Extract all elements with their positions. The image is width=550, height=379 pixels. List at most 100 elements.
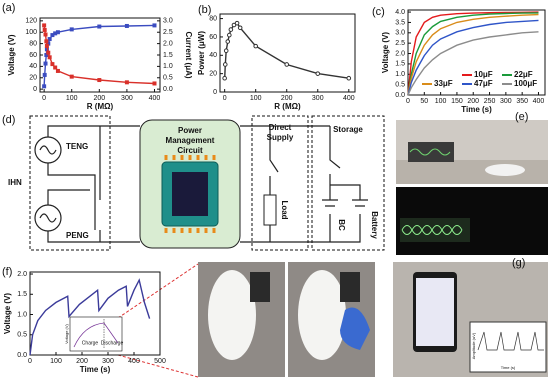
x-axis-title: Time (s) — [80, 365, 111, 374]
ihn-box — [29, 115, 111, 251]
y-tick-label: 100 — [25, 29, 37, 36]
wires — [47, 125, 140, 243]
bc-label: BC — [337, 219, 346, 231]
data-point — [47, 37, 52, 42]
inset-curve — [73, 322, 119, 348]
y-tick-label: 0.5 — [17, 332, 27, 339]
x-tick-label: 350 — [516, 98, 528, 105]
y-axis-title: Voltage (V) — [3, 293, 12, 335]
data-point — [50, 33, 55, 38]
y-tick-label: 3.0 — [395, 30, 405, 37]
y-tick-label: 120 — [25, 18, 37, 25]
data-point — [69, 27, 74, 32]
data-point — [222, 62, 228, 67]
panel-label: (f) — [2, 266, 12, 278]
data-point — [42, 27, 47, 32]
plot-frame — [407, 9, 546, 96]
y-tick-label: 1.0 — [17, 311, 27, 318]
inset-plot — [469, 321, 547, 373]
photo-screen — [400, 218, 470, 242]
source-wave — [39, 213, 57, 223]
data-point — [253, 43, 258, 49]
photo-wave — [401, 225, 463, 235]
photo-floor — [396, 160, 548, 184]
legend-label: 47μF — [474, 79, 493, 88]
y-tick-label: 0.5 — [395, 81, 405, 88]
y-tick-label: 0.0 — [17, 352, 27, 359]
x-tick-label: 100 — [435, 98, 447, 105]
data-point — [44, 39, 49, 44]
x-tick-label: 50 — [420, 98, 428, 105]
circuit-diagram: (d) IHN TENG PENG Power Management Circu… — [2, 114, 385, 251]
photo-oscilloscope — [408, 142, 454, 162]
y-tick-label: 2.5 — [395, 40, 405, 47]
data-line — [43, 24, 155, 87]
direct-supply-label: Direct — [269, 123, 292, 132]
data-line — [224, 22, 349, 79]
y-tick-label: 40 — [29, 63, 37, 70]
photo-phone-screen — [416, 278, 454, 346]
x-tick-label: 0 — [28, 358, 32, 365]
legend-label: 10μF — [474, 70, 493, 79]
y-tick-label: 80 — [209, 15, 217, 22]
y2-tick-label: 0.0 — [163, 86, 173, 93]
data-line — [29, 278, 151, 356]
x-axis-title: Time (s) — [461, 105, 492, 114]
y-tick-label: 20 — [29, 75, 37, 82]
y-tick-label: 1.5 — [17, 291, 27, 298]
y-axis-title: Voltage (V) — [7, 34, 16, 76]
photo-g: Amplitude (uV) Time (s) (g) — [393, 257, 548, 377]
x-axis-title: R (MΩ) — [274, 102, 301, 111]
panel-label: (b) — [198, 4, 211, 16]
y2-tick-label: 3.0 — [163, 18, 173, 25]
x-tick-label: 0 — [42, 95, 46, 102]
data-point — [225, 39, 231, 44]
photo-shoe — [485, 164, 525, 176]
source-label: TENG — [66, 142, 88, 151]
data-point — [47, 55, 52, 60]
source-label: PENG — [66, 231, 89, 240]
photo-meter — [250, 272, 270, 302]
photo-wave — [409, 148, 451, 156]
y-tick-label: 1.5 — [395, 61, 405, 68]
y-tick-label: 0.0 — [395, 92, 405, 99]
data-point — [42, 23, 47, 28]
data-point — [46, 41, 51, 46]
data-point — [53, 65, 58, 70]
photo-meter — [340, 272, 360, 302]
storage-label: Storage — [333, 125, 363, 134]
chip-core — [172, 172, 208, 216]
photo-f — [117, 262, 375, 378]
x-tick-label: 400 — [128, 358, 140, 365]
x-tick-label: 400 — [149, 95, 161, 102]
data-line — [407, 13, 539, 96]
data-point — [43, 61, 48, 66]
data-point — [227, 32, 232, 38]
data-point — [42, 72, 47, 77]
y-tick-label: 2.0 — [17, 271, 27, 278]
photo-e: (e) — [396, 111, 548, 255]
y-tick-label: 40 — [209, 52, 217, 59]
data-line — [407, 11, 539, 96]
plot-frame — [219, 13, 356, 93]
direct-supply-label: Supply — [267, 133, 294, 142]
data-point — [42, 84, 47, 89]
panel-label: (g) — [512, 257, 525, 269]
ihn-label: IHN — [8, 178, 22, 187]
data-point — [53, 31, 58, 36]
data-point — [46, 50, 51, 55]
y-tick-label: 0 — [213, 89, 217, 96]
legend-label: 33μF — [434, 79, 453, 88]
data-point — [43, 32, 48, 37]
data-point — [124, 23, 129, 28]
data-point — [124, 80, 129, 85]
data-point — [346, 75, 352, 81]
data-point — [44, 53, 49, 57]
x-tick-label: 500 — [154, 358, 166, 365]
wires — [240, 125, 330, 243]
inset-x-label: Time (s) — [501, 365, 516, 370]
y2-tick-label: 0.5 — [163, 75, 173, 82]
panel-label: (d) — [2, 114, 15, 126]
x-tick-label: 200 — [76, 358, 88, 365]
